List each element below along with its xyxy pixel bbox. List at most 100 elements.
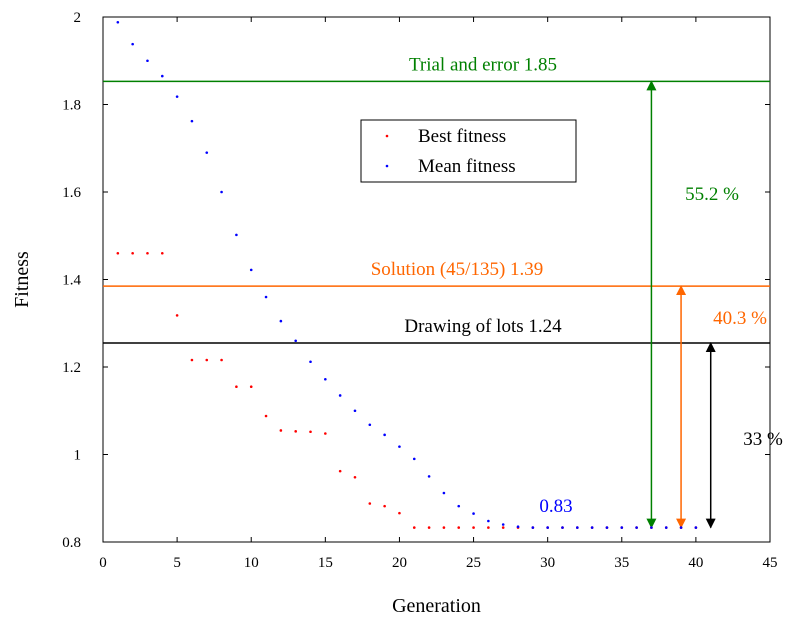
data-point xyxy=(220,358,223,362)
data-point xyxy=(324,432,327,435)
data-point xyxy=(590,526,594,529)
data-point xyxy=(620,526,624,529)
final-value-label: 0.83 xyxy=(539,496,572,517)
data-point xyxy=(427,475,431,478)
data-point xyxy=(220,190,223,194)
percentage-arrows: 55.2 % 40.3 % 33 % xyxy=(646,80,783,529)
y-tick-label: 1 xyxy=(74,448,82,464)
data-point xyxy=(516,525,520,528)
data-point xyxy=(309,430,312,434)
data-point xyxy=(487,519,490,523)
data-point xyxy=(131,251,134,255)
data-point xyxy=(353,409,357,413)
x-tick-label: 30 xyxy=(540,555,555,571)
data-point xyxy=(457,526,461,529)
arrow-label: 55.2 % xyxy=(685,184,739,205)
x-tick-label: 35 xyxy=(614,555,629,571)
data-point xyxy=(279,319,283,323)
data-point xyxy=(664,526,668,529)
data-point xyxy=(175,95,179,98)
y-tick-label: 0.8 xyxy=(62,535,81,551)
data-point xyxy=(650,526,653,529)
reference-lines: Trial and error 1.85 Solution (45/135) 1.… xyxy=(103,54,770,344)
data-point xyxy=(635,526,638,529)
data-point xyxy=(338,394,342,397)
data-point xyxy=(116,251,120,255)
annotations: 0.83 xyxy=(539,496,572,517)
data-point xyxy=(412,457,416,461)
data-point xyxy=(146,59,149,63)
data-point xyxy=(368,423,372,427)
legend-label: Mean fitness xyxy=(418,156,516,177)
data-point xyxy=(457,504,461,508)
reference-line-label: Solution (45/135) 1.39 xyxy=(371,259,544,280)
data-point xyxy=(131,42,134,46)
data-point xyxy=(368,502,372,505)
data-point xyxy=(324,377,327,381)
legend-label: Best fitness xyxy=(418,126,506,147)
legend-marker xyxy=(385,134,389,138)
data-point xyxy=(160,251,164,255)
x-tick-label: 25 xyxy=(466,555,481,571)
data-point xyxy=(383,504,386,508)
data-point xyxy=(487,526,490,529)
x-tick-label: 5 xyxy=(173,555,181,571)
data-point xyxy=(338,469,342,473)
data-point xyxy=(472,526,475,529)
data-point xyxy=(309,360,312,364)
data-point xyxy=(398,511,401,515)
y-tick-label: 1.8 xyxy=(62,98,81,114)
y-tick-label: 1.6 xyxy=(62,185,81,201)
y-tick-label: 2 xyxy=(74,10,82,26)
data-point xyxy=(264,414,268,418)
data-point xyxy=(294,339,297,343)
data-point xyxy=(116,20,120,24)
x-tick-label: 40 xyxy=(688,555,703,571)
data-point xyxy=(412,526,416,529)
y-tick-label: 1.2 xyxy=(62,360,81,376)
data-point xyxy=(383,433,386,437)
legend: Best fitness Mean fitness xyxy=(360,119,577,183)
data-point xyxy=(235,385,238,388)
x-tick-label: 45 xyxy=(763,555,778,571)
data-point xyxy=(442,526,446,529)
data-point xyxy=(353,475,357,479)
x-tick-label: 15 xyxy=(318,555,333,571)
x-axis-title: Generation xyxy=(392,595,481,617)
data-point xyxy=(249,385,253,388)
data-point xyxy=(264,295,268,299)
x-tick-label: 20 xyxy=(392,555,407,571)
data-point xyxy=(442,491,446,495)
y-axis-title: Fitness xyxy=(11,251,33,308)
x-tick-label: 0 xyxy=(99,555,107,571)
data-point xyxy=(160,74,164,78)
data-point xyxy=(279,429,283,432)
data-point xyxy=(501,526,505,529)
data-point xyxy=(190,358,194,362)
data-point xyxy=(531,526,535,529)
data-point xyxy=(576,526,579,529)
data-point xyxy=(190,119,194,123)
data-point xyxy=(249,268,253,272)
arrow-label: 33 % xyxy=(743,429,783,450)
data-point xyxy=(605,526,609,529)
x-tick-label: 10 xyxy=(244,555,259,571)
data-point xyxy=(472,512,475,515)
data-point xyxy=(398,445,401,448)
legend-box xyxy=(360,119,577,183)
data-point xyxy=(294,430,297,433)
y-tick-label: 1.4 xyxy=(62,273,81,289)
axes: 0 5 10 15 20 25 30 35 40 45 0.8 1 1.2 1.4 1.6 1.8 2 Gener… xyxy=(11,10,778,617)
data-point xyxy=(501,523,505,526)
reference-line-label: Drawing of lots 1.24 xyxy=(404,316,562,337)
data-points xyxy=(116,20,698,529)
data-point xyxy=(694,526,698,529)
legend-marker xyxy=(385,164,389,168)
data-point xyxy=(427,526,431,529)
data-point xyxy=(561,526,564,529)
data-point xyxy=(546,526,549,529)
reference-line-label: Trial and error 1.85 xyxy=(409,54,557,75)
data-point xyxy=(205,358,209,362)
data-point xyxy=(175,314,179,317)
